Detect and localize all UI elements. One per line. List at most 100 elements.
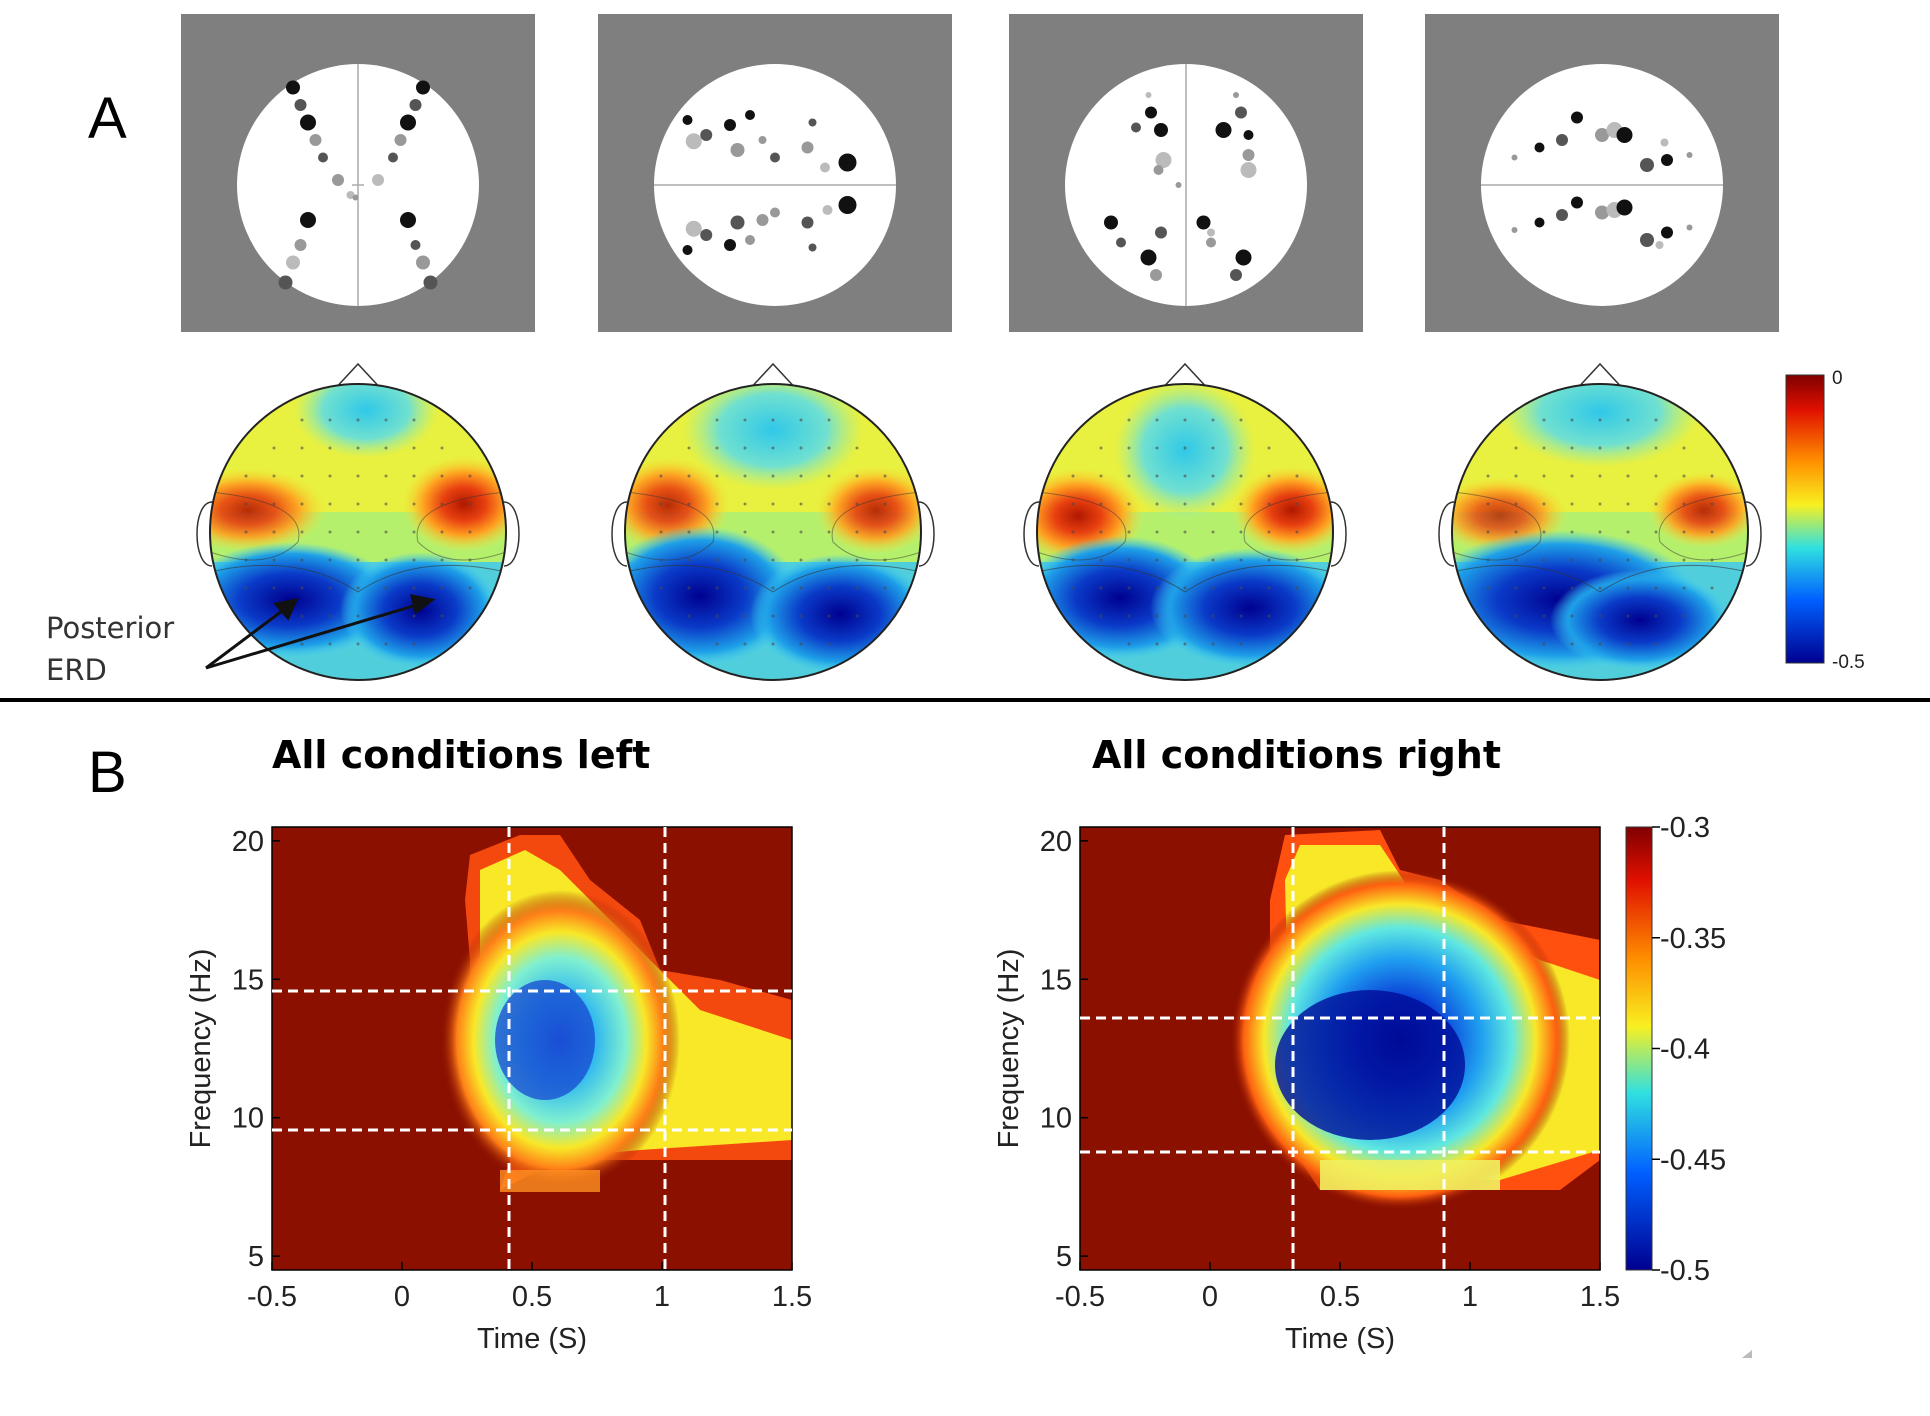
head-outline [624,383,922,681]
electrode-dot [682,115,693,125]
electrode-dot [278,275,293,290]
x-tick-label: 1.5 [772,1281,812,1313]
electrode-dot [1155,152,1172,168]
resize-mark [1742,1350,1752,1358]
electrode-dot [724,239,736,251]
electrode-dot [1240,162,1257,178]
electrode-dot [1206,237,1216,248]
electrode-dot [1534,142,1545,153]
electrode-dot [1154,123,1168,137]
y-axis-label: Frequency (Hz) [185,949,217,1149]
electrode-dot [394,134,407,146]
topo-map-1 [196,362,520,681]
electrode-dot [1556,134,1568,146]
colorbar-b: -0.3 -0.35 -0.4 -0.45 -0.5 [1625,812,1726,1287]
electrode-dot [300,212,316,228]
electrode-dot [309,134,322,146]
x-tick-label: -0.5 [1055,1281,1105,1313]
electrode-dot [1616,199,1633,216]
head-outline [1036,383,1334,681]
electrode-dot [1511,227,1518,233]
electrode-dot [770,152,780,163]
electrode-dot [758,136,767,144]
electrode-dot [730,215,745,230]
electrode-dot [1235,106,1247,119]
electrode-dot [1175,182,1182,188]
electrode-dot [1150,269,1162,281]
electrode-dot [822,205,833,215]
ear-left [611,501,628,567]
electrode-dot [801,216,814,229]
x-tick-label: 1.5 [1580,1281,1620,1313]
annotation-arrows [205,594,436,670]
colorbar-a-min: -0.5 [1832,652,1865,673]
electrode-dot [1145,106,1157,119]
colorbar-b-tick-label: -0.4 [1660,1034,1710,1066]
ear-right [503,501,520,567]
electrode-dot [838,153,857,172]
chart-left-title: All conditions left [272,733,650,777]
electrode-dot [724,119,736,131]
electrode-dot [1215,122,1232,138]
electrode-dot [682,245,693,255]
electrode-dot [1660,138,1669,147]
colorbar-a-max: 0 [1832,368,1843,389]
colorbar-b-tick-label: -0.45 [1660,1144,1726,1176]
electrode-dot [416,80,430,95]
panel-a: A Posterior ERD 0 -0.5 [46,14,1865,687]
electrode-dot [388,152,398,163]
electrode-dot [332,174,344,186]
electrode-dot [1233,92,1239,98]
colorbar-b-gradient [1625,826,1653,1271]
colorbar-b-tick-label: -0.3 [1660,812,1710,844]
electrode-dot [410,240,421,250]
electrode-dot [745,110,755,120]
electrode-dot [1196,215,1211,230]
electrode-dot [1595,205,1609,220]
electrode-dot [300,114,316,131]
tf-left-axes: -0.5 0 0.5 1 1.5 5 10 15 20 Time (S) Frequency (Hz… [185,826,812,1355]
electrode-dot [1235,249,1252,266]
electrode-dot [801,141,814,154]
electrode-layout-horizontal-split [598,14,952,332]
electrode-dot [700,129,713,141]
ear-left [1438,501,1455,567]
chart-right-title: All conditions right [1092,733,1501,777]
y-tick-label: 10 [232,1103,264,1135]
electrode-dot [730,143,745,157]
electrode-dot [1640,158,1654,172]
electrode-dot [1655,241,1664,249]
electrode-dot [1153,165,1164,175]
topo-map-4 [1438,362,1762,681]
electrode-dot [416,255,430,270]
electrode-dot [400,212,416,228]
electrode-dot [1686,152,1693,158]
ear-left [196,501,213,567]
y-tick-label: 5 [1056,1241,1072,1273]
electrode-dot [1242,149,1255,161]
head-outline [1451,383,1749,681]
y-axis-label: Frequency (Hz) [993,949,1025,1149]
x-tick-label: 0 [394,1281,410,1313]
electrode-dot [423,275,438,290]
electrode-dot [756,214,769,226]
electrode-layout-vertical-split [1009,14,1363,332]
electrode-dot [286,255,300,270]
y-tick-label: 5 [248,1241,264,1273]
x-tick-label: 0 [1202,1281,1218,1313]
electrode-dot [745,235,755,245]
electrode-dot [820,162,830,173]
electrode-dot [1661,154,1673,166]
electrode-dot [1145,92,1152,98]
electrode-dot [1534,217,1545,228]
electrode-dot [294,239,307,251]
colorbar-b-tick-label: -0.35 [1660,923,1726,955]
tf-right-dashed-lines [1080,827,1600,1270]
y-tick-label: 15 [1040,964,1072,996]
colorbar-a-gradient [1785,374,1825,664]
tf-heatmap-left: All conditions left -0.5 0 0.5 1 1.5 5 10 15 20 T… [185,733,812,1355]
ear-left [1023,501,1040,567]
y-tick-label: 20 [1040,826,1072,858]
x-axis-label: Time (S) [477,1323,587,1355]
